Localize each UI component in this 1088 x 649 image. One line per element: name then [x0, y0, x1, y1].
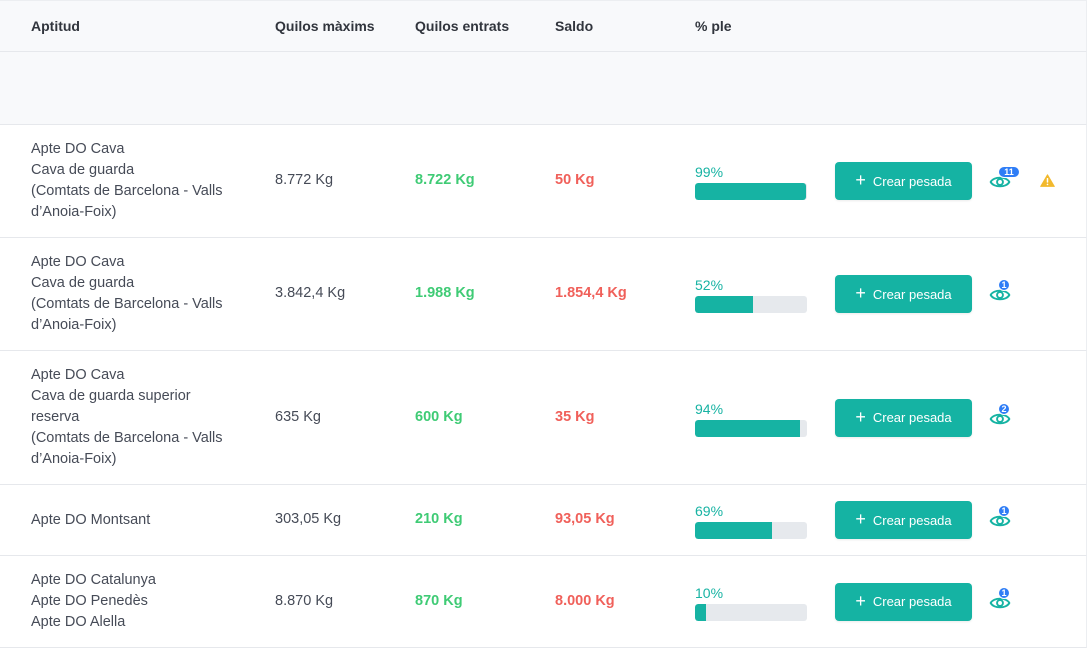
progress-bar-fill [695, 183, 806, 200]
table-row: Apte DO Cava Cava de guarda (Comtats de Ba… [0, 125, 1087, 238]
eye-icon[interactable] [989, 287, 1011, 303]
views-count-badge: 1 [998, 279, 1010, 291]
balance-cell: 8.000 Kg [555, 592, 615, 609]
percent-full-cell: 99% [695, 164, 807, 200]
percent-full-cell: 69% [695, 503, 807, 539]
eye-icon[interactable] [989, 174, 1011, 190]
aptitude-cell: Apte DO Cava Cava de guarda (Comtats de Ba… [31, 252, 223, 336]
progress-bar [695, 419, 807, 437]
balance-cell: 1.854,4 Kg [555, 285, 627, 301]
balance-cell: 35 Kg [555, 408, 595, 425]
header-aptitude[interactable]: Aptitud [31, 18, 80, 34]
received-kilos-cell: 600 Kg [415, 408, 463, 425]
progress-bar-fill [695, 522, 773, 539]
percent-label: 99% [695, 164, 724, 180]
views-count-badge: 1 [998, 586, 1010, 599]
create-weighing-button[interactable]: + Crear pesada [835, 582, 972, 621]
aptitude-line: (Comtats de Barcelona - Valls [31, 183, 223, 199]
progress-bar-fill [695, 419, 801, 437]
percent-full-cell: 94% [695, 401, 807, 437]
aptitude-cell: Apte DO Montsant [31, 510, 150, 531]
plus-icon: + [855, 590, 866, 611]
header-percent-full[interactable]: % ple [695, 18, 732, 34]
eye-icon[interactable] [989, 411, 1011, 427]
progress-bar [695, 522, 807, 539]
eye-icon[interactable] [989, 595, 1011, 611]
aptitude-line: d’Anoia-Foix) [31, 451, 117, 467]
create-weighing-button[interactable]: + Crear pesada [835, 275, 972, 313]
received-kilos-cell: 870 Kg [415, 592, 463, 609]
filter-row [0, 52, 1087, 125]
max-kilos-cell: 8.870 Kg [275, 592, 334, 609]
max-kilos-cell: 635 Kg [275, 408, 321, 425]
progress-bar [695, 603, 807, 621]
percent-label: 69% [695, 503, 724, 519]
header-received-kilos[interactable]: Quilos entrats [415, 18, 510, 34]
aptitude-line: Apte DO Cava [31, 254, 125, 270]
aptitude-cell: Apte DO Catalunya Apte DO Penedès Apte DO … [31, 570, 156, 633]
plus-icon: + [855, 406, 866, 427]
progress-bar [695, 296, 807, 313]
percent-label: 52% [695, 277, 724, 293]
aptitude-line: (Comtats de Barcelona - Valls [31, 430, 223, 446]
progress-bar [695, 183, 807, 200]
aptitude-line: Apte DO Catalunya [31, 572, 156, 588]
plus-icon: + [855, 509, 866, 529]
balance-cell: 50 Kg [555, 172, 595, 188]
warning-triangle-icon[interactable] [1040, 174, 1055, 187]
table-row: Apte DO Cava Cava de guarda superior reser… [0, 351, 1087, 485]
aptitude-line: Cava de guarda [31, 162, 135, 178]
aptitude-line: Apte DO Montsant [31, 511, 151, 528]
aptitude-line: Cava de guarda [31, 275, 135, 291]
create-weighing-button[interactable]: + Crear pesada [835, 501, 972, 539]
create-weighing-label: Crear pesada [872, 173, 952, 189]
create-weighing-label: Crear pesada [872, 410, 952, 425]
create-weighing-label: Crear pesada [872, 286, 952, 302]
eye-icon[interactable] [989, 513, 1011, 529]
table-row: Apte DO Cava Cava de guarda (Comtats de Ba… [0, 238, 1087, 351]
percent-full-cell: 52% [695, 277, 807, 313]
aptitude-line: reserva [31, 409, 80, 425]
views-count-badge: 2 [998, 402, 1010, 415]
received-kilos-cell: 8.722 Kg [415, 172, 475, 188]
progress-bar-fill [695, 603, 707, 621]
balance-cell: 93,05 Kg [555, 511, 615, 527]
create-weighing-label: Crear pesada [872, 512, 952, 528]
aptitude-line: Apte DO Cava [31, 141, 125, 157]
aptitude-line: d’Anoia-Foix) [31, 317, 117, 333]
plus-icon: + [855, 283, 866, 303]
create-weighing-label: Crear pesada [872, 594, 952, 609]
percent-label: 94% [695, 400, 724, 417]
header-max-kilos[interactable]: Quilos màxims [275, 18, 375, 34]
table-row: Apte DO Catalunya Apte DO Penedès Apte DO … [0, 556, 1087, 648]
max-kilos-cell: 3.842,4 Kg [275, 285, 346, 301]
aptitude-line: d’Anoia-Foix) [31, 204, 117, 220]
aptitude-line: Apte DO Penedès [31, 593, 148, 609]
views-count-badge: 11 [998, 166, 1020, 178]
table-header: Aptitud Quilos màxims Quilos entrats Sal… [0, 0, 1087, 52]
progress-bar-fill [695, 296, 754, 313]
plus-icon: + [855, 170, 866, 190]
percent-label: 10% [695, 584, 724, 601]
aptitude-line: (Comtats de Barcelona - Valls [31, 296, 223, 312]
aptitude-cell: Apte DO Cava Cava de guarda (Comtats de Ba… [31, 139, 223, 223]
table-row: Apte DO Montsant 303,05 Kg 210 Kg 93,05 Kg 6… [0, 485, 1087, 556]
create-weighing-button[interactable]: + Crear pesada [835, 162, 972, 200]
aptitude-line: Apte DO Cava [31, 367, 125, 383]
percent-full-cell: 10% [695, 585, 807, 621]
max-kilos-cell: 8.772 Kg [275, 172, 334, 188]
header-balance[interactable]: Saldo [555, 18, 594, 34]
aptitude-cell: Apte DO Cava Cava de guarda superior reser… [31, 365, 223, 470]
aptitude-line: Cava de guarda superior [31, 388, 191, 404]
received-kilos-cell: 1.988 Kg [415, 285, 475, 301]
received-kilos-cell: 210 Kg [415, 511, 463, 527]
max-kilos-cell: 303,05 Kg [275, 511, 342, 527]
views-count-badge: 1 [998, 505, 1010, 517]
aptitude-line: Apte DO Alella [31, 614, 126, 630]
create-weighing-button[interactable]: + Crear pesada [835, 398, 972, 437]
